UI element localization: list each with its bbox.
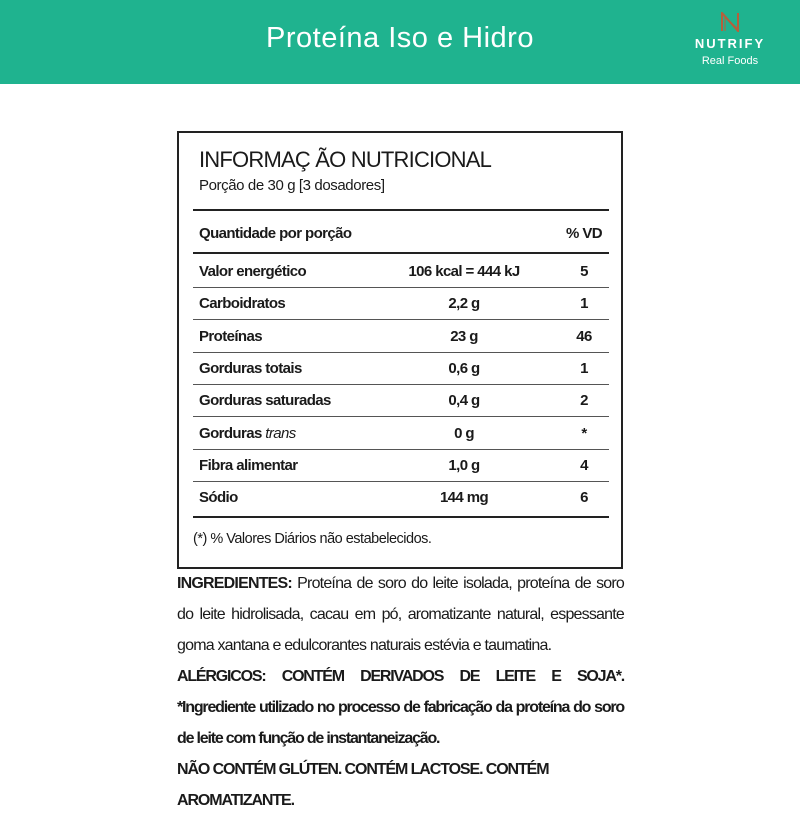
nutrient-name-text: Gorduras	[199, 424, 262, 442]
nutrient-vd: 46	[576, 327, 592, 345]
row-divider	[193, 319, 609, 321]
nutrient-vd: 5	[580, 263, 588, 280]
nutrient-amount: 0,6 g	[448, 359, 480, 377]
nutrient-vd: 2	[580, 392, 588, 410]
brand-name: NUTRIFY	[694, 36, 766, 51]
table-row: Valor energético 106 kcal = 444 kJ 5	[199, 256, 609, 286]
ingredients-label: INGREDIENTES:	[177, 575, 293, 592]
allergen-notice: NÃO CONTÉM GLÚTEN. CONTÉM LACTOSE. CONTÉ…	[177, 761, 550, 809]
nutrient-name-text: Gorduras totais	[199, 359, 302, 377]
nutrient-vd: 4	[580, 456, 588, 474]
nutrient-name-text: Sódio	[199, 489, 238, 507]
nutrient-name: Proteínas	[199, 328, 384, 345]
page-title: Proteína Iso e Hidro	[266, 22, 534, 54]
nutrition-facts-table: INFORMAÇ ÃO NUTRICIONAL Porção de 30 g […	[177, 131, 623, 569]
row-divider	[193, 287, 609, 288]
nutrient-name: Gorduras totais	[199, 360, 384, 377]
nutrient-name-text: Fibra alimentar	[199, 456, 298, 474]
nutrient-amount: 0,4 g	[448, 392, 480, 410]
portion-size: Porção de 30 g [3 dosadores]	[199, 177, 385, 194]
header-bar: Proteína Iso e Hidro NUTRIFY Real Foods	[0, 0, 800, 84]
row-divider	[193, 448, 609, 450]
nutrient-vd: 6	[580, 489, 588, 507]
ingredients-section: INGREDIENTES: Proteína de soro do leite …	[177, 568, 625, 816]
nutrient-vd: 1	[580, 295, 588, 313]
nutrient-amount: 106 kcal = 444 kJ	[408, 263, 520, 280]
table-header: Quantidade por porção % VD	[199, 218, 609, 248]
col-vd: % VD	[566, 225, 603, 242]
table-row: Gorduras totais 0,6 g 1	[199, 353, 609, 383]
nutrient-name-text: Valor energético	[199, 263, 307, 280]
table-row: Proteínas 23 g 46	[199, 321, 609, 351]
brand-tagline: Real Foods	[701, 55, 759, 67]
table-row: Gorduras trans 0 g *	[199, 418, 609, 448]
divider	[193, 516, 609, 518]
nutrify-n-icon	[721, 12, 739, 32]
col-qty: Quantidade por porção	[199, 225, 352, 242]
row-divider	[193, 351, 609, 353]
nutrient-amount: 23 g	[450, 327, 478, 345]
row-divider	[193, 416, 609, 418]
nutrient-name: Gorduras saturadas	[199, 392, 384, 409]
nutrient-amount: 1,0 g	[448, 456, 480, 474]
nutrient-name: Carboidratos	[199, 295, 384, 312]
divider	[193, 209, 609, 211]
nutrient-vd: *	[581, 424, 587, 442]
ingredients-text: Proteína de soro do leite isolada, prote…	[177, 575, 625, 654]
nutrient-name-text: Gorduras saturadas	[199, 392, 331, 410]
label-title: INFORMAÇ ÃO NUTRICIONAL	[199, 147, 492, 172]
divider	[193, 252, 609, 254]
ingredients: INGREDIENTES: Proteína de soro do leite …	[177, 568, 625, 661]
table-row: Fibra alimentar 1,0 g 4	[199, 450, 609, 480]
allergens: ALÉRGICOS: CONTÉM DERIVADOS DE LEITE E S…	[177, 668, 625, 747]
nutrient-amount: 2,2 g	[448, 295, 480, 313]
row-divider	[193, 480, 609, 482]
table-row: Sódio 144 mg 6	[199, 482, 609, 512]
row-divider	[193, 383, 609, 385]
table-row: Gorduras saturadas 0,4 g 2	[199, 385, 609, 415]
nutrient-name-text: Carboidratos	[199, 295, 286, 313]
brand-logo: NUTRIFY Real Foods	[680, 12, 780, 67]
nutrient-name: Sódio	[199, 489, 384, 506]
nutrient-amount: 0 g	[454, 424, 474, 442]
footnote: (*) % Valores Diários não estabelecidos.	[193, 531, 432, 547]
nutrient-name: Gorduras trans	[199, 425, 384, 442]
nutrient-vd: 1	[580, 359, 588, 377]
nutrient-name: Valor energético	[199, 263, 384, 280]
nutrient-amount: 144 mg	[439, 489, 489, 507]
nutrient-name: Fibra alimentar	[199, 457, 384, 474]
nutrient-name-text: Proteínas	[199, 327, 263, 345]
nutrient-name-italic: trans	[265, 424, 296, 442]
table-row: Carboidratos 2,2 g 1	[199, 288, 609, 318]
